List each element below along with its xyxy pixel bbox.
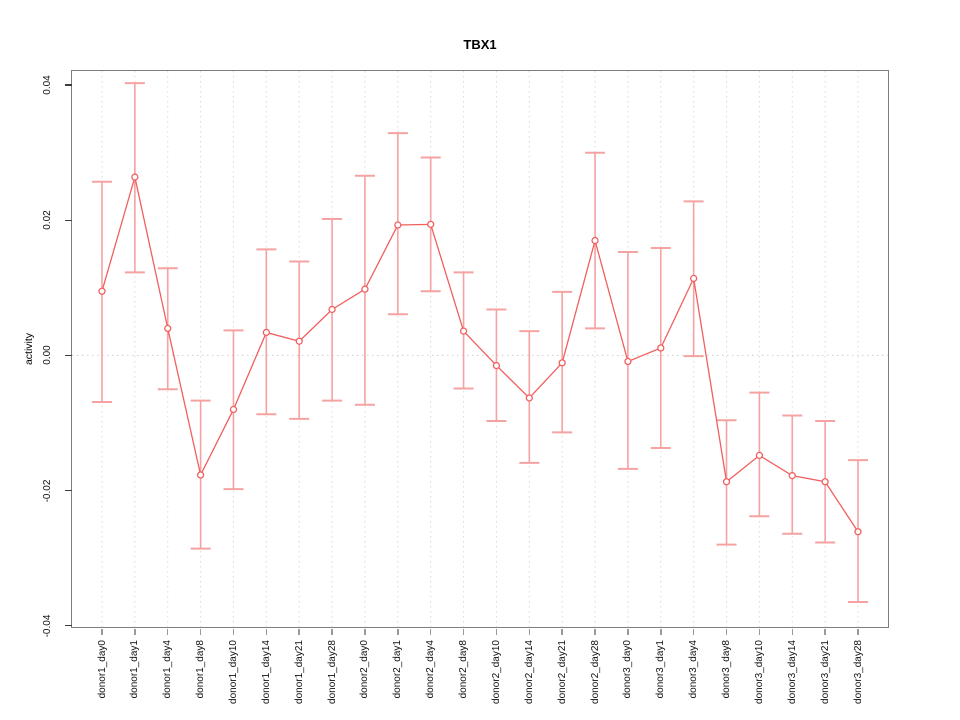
x-tick-label: donor1_day14	[260, 640, 272, 704]
data-point	[788, 471, 796, 479]
x-axis-tick	[627, 629, 629, 635]
data-point	[459, 326, 467, 335]
x-axis-tick	[660, 629, 662, 635]
y-tick-label: 0.04	[42, 75, 53, 95]
x-tick-label: donor2_day28	[589, 640, 601, 704]
x-tick-label: donor3_day14	[786, 640, 798, 704]
x-tick-label: donor3_day4	[688, 640, 700, 699]
x-axis-tick	[857, 629, 859, 635]
data-point	[327, 305, 336, 313]
x-axis-tick	[725, 629, 728, 635]
data-point	[262, 328, 270, 336]
x-tick-label: donor3_day21	[819, 640, 831, 704]
x-tick-label: donor1_day10	[227, 640, 239, 704]
x-tick-label: donor2_day0	[359, 640, 371, 699]
x-tick-label: donor2_day8	[458, 640, 470, 699]
x-tick-label: donor3_day28	[852, 640, 864, 704]
x-tick-label: donor1_day4	[162, 640, 174, 699]
x-axis-tick	[462, 629, 465, 635]
x-axis-tick	[101, 629, 103, 635]
x-axis-tick	[561, 629, 563, 635]
x-axis-tick	[134, 629, 136, 635]
x-axis-tick	[232, 629, 235, 635]
x-tick-label: donor2_day21	[556, 640, 568, 704]
line-chart-svg	[71, 70, 888, 627]
data-point	[295, 337, 303, 345]
y-axis-tick	[65, 489, 72, 492]
y-axis-tick	[65, 624, 72, 627]
y-axis-tick	[65, 84, 72, 86]
y-axis-tick	[65, 354, 72, 357]
x-axis-tick	[199, 629, 202, 635]
y-axis-title: activity	[23, 332, 35, 366]
x-axis-tick	[495, 629, 498, 635]
y-tick-label: -0.02	[42, 479, 53, 502]
x-axis-tick	[758, 629, 761, 635]
y-tick-label: 0.00	[42, 345, 53, 366]
x-axis-tick	[692, 629, 695, 635]
x-axis-tick	[429, 629, 432, 635]
x-tick-label: donor1_day28	[326, 640, 338, 704]
x-axis-tick	[265, 629, 268, 635]
x-axis-tick	[594, 629, 596, 635]
data-point	[623, 357, 632, 365]
data-point	[163, 324, 171, 332]
data-line	[100, 176, 859, 532]
data-point	[97, 287, 106, 295]
x-tick-label: donor2_day4	[425, 640, 437, 699]
x-tick-label: donor2_day1	[392, 640, 404, 699]
data-point	[130, 172, 139, 181]
x-tick-label: donor1_day21	[293, 640, 305, 704]
data-point	[393, 220, 401, 229]
data-point	[689, 274, 697, 282]
plot-area	[70, 69, 889, 628]
data-point	[558, 358, 566, 366]
x-axis-tick	[166, 629, 169, 635]
chart-title: TBX1	[463, 37, 497, 52]
data-point	[492, 361, 500, 369]
data-point	[360, 285, 369, 293]
x-tick-label: donor3_day8	[721, 640, 733, 699]
x-axis-tick	[397, 629, 399, 635]
x-axis-tick	[824, 629, 826, 635]
x-tick-label: donor3_day10	[753, 640, 765, 704]
x-tick-label: donor1_day1	[129, 640, 141, 699]
y-tick-label: -0.04	[42, 614, 53, 638]
data-point	[820, 477, 829, 485]
x-tick-label: donor3_day1	[655, 640, 667, 699]
data-point	[590, 236, 599, 244]
data-point	[229, 405, 237, 413]
x-tick-label: donor1_day0	[96, 640, 108, 699]
data-point	[525, 393, 533, 402]
x-tick-label: donor1_day8	[195, 640, 207, 699]
x-axis-tick	[331, 629, 333, 635]
x-axis-tick	[298, 629, 300, 635]
x-axis-tick	[528, 629, 531, 635]
x-tick-label: donor2_day14	[523, 640, 535, 704]
data-point	[196, 470, 204, 479]
y-axis-tick	[65, 219, 72, 222]
x-tick-label: donor2_day10	[490, 640, 502, 704]
data-point	[755, 451, 763, 459]
data-point	[656, 343, 664, 352]
x-tick-label: donor3_day0	[622, 640, 634, 699]
y-tick-label: 0.02	[42, 210, 53, 231]
data-point	[853, 527, 862, 535]
x-axis-tick	[791, 629, 793, 635]
data-point	[426, 220, 434, 228]
data-point	[722, 477, 730, 485]
x-axis-tick	[364, 629, 366, 635]
